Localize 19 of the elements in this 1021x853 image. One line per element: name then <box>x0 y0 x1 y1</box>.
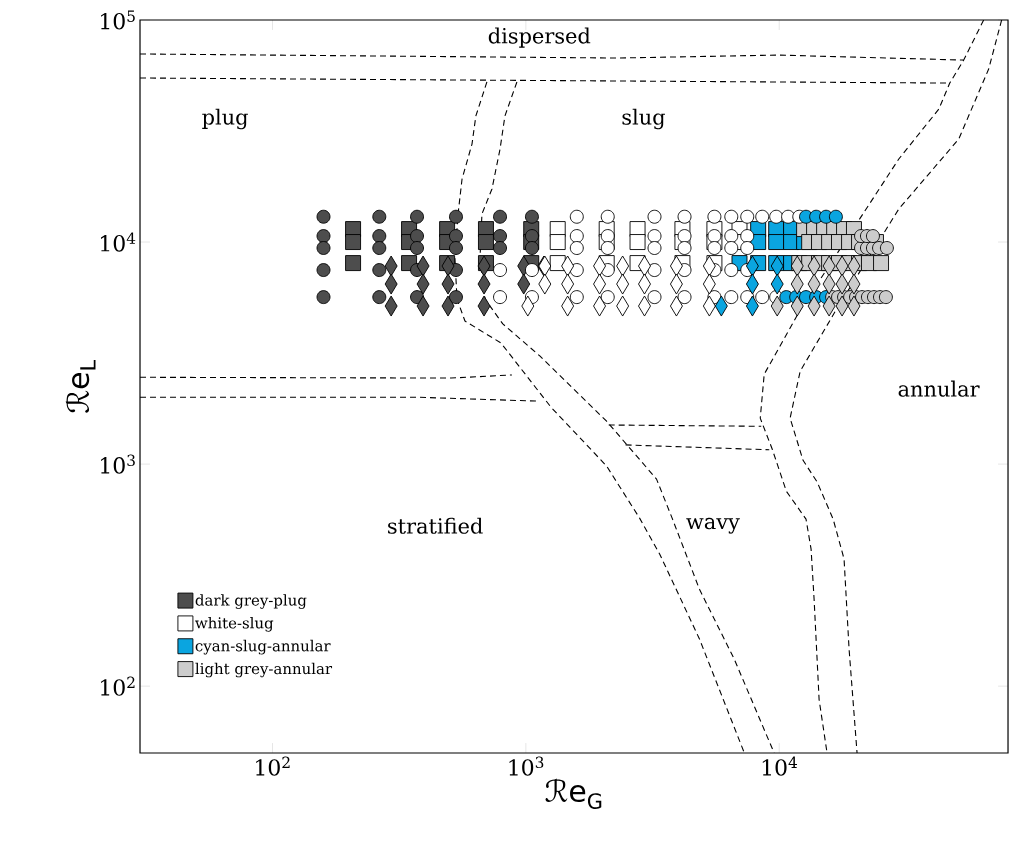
y-axis-title: ℛe$_{L}$ <box>65 359 96 413</box>
legend-label: cyan-slug-annular <box>195 639 331 655</box>
legend-label: white-slug <box>195 617 274 632</box>
annotation: stratified <box>388 517 483 534</box>
annotation: wavy <box>686 517 740 534</box>
legend-label: dark grey-plug <box>195 594 307 609</box>
y-tick-label: 10$^{5}$ <box>101 10 135 30</box>
x-axis-title: ℛe$_{G}$ <box>545 778 602 809</box>
x-tick-label: 10$^{3}$ <box>509 756 544 776</box>
annotation: slug <box>622 108 665 130</box>
y-tick-label: 10$^{4}$ <box>101 232 136 252</box>
y-tick-label: 10$^{2}$ <box>101 676 135 696</box>
x-tick-label: 10$^{2}$ <box>256 756 290 776</box>
x-tick-label: 10$^{4}$ <box>762 756 798 776</box>
y-tick-label: 10$^{3}$ <box>101 454 135 474</box>
annotation: dispersed <box>488 27 591 48</box>
legend-label: light grey-annular <box>195 662 333 678</box>
annotation: plug <box>202 108 248 130</box>
annotation: annular <box>898 380 980 397</box>
